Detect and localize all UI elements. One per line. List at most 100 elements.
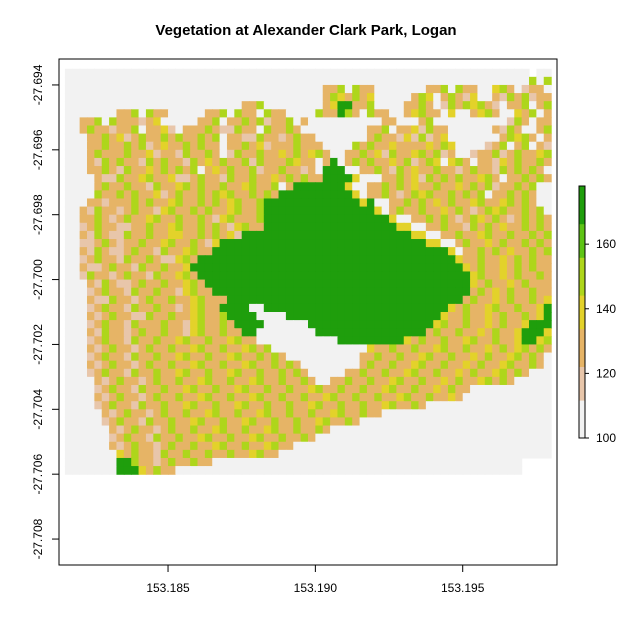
raster-cell xyxy=(182,133,191,143)
raster-cell xyxy=(470,344,479,354)
legend-color-step xyxy=(579,362,585,367)
raster-cell xyxy=(168,263,176,273)
raster-cell xyxy=(145,449,154,459)
raster-cell xyxy=(381,109,390,118)
raster-cell xyxy=(256,449,265,459)
raster-cell xyxy=(101,376,110,386)
raster-cell xyxy=(263,441,272,451)
raster-cell xyxy=(411,279,420,289)
raster-cell xyxy=(514,174,523,183)
raster-cell xyxy=(116,109,125,118)
raster-cell xyxy=(374,376,383,386)
raster-cell xyxy=(315,328,324,337)
raster-cell xyxy=(359,117,368,127)
raster-cell xyxy=(492,441,501,451)
raster-cell xyxy=(418,247,427,256)
raster-cell xyxy=(145,190,154,200)
raster-cell xyxy=(440,425,449,435)
raster-cell xyxy=(197,190,206,200)
raster-cell xyxy=(418,182,427,191)
raster-cell xyxy=(64,360,73,370)
raster-cell xyxy=(182,409,191,419)
raster-cell xyxy=(138,287,147,297)
raster-cell xyxy=(352,230,361,240)
raster-cell xyxy=(484,239,493,248)
raster-cell xyxy=(322,255,331,264)
raster-cell xyxy=(411,174,420,183)
raster-cell xyxy=(337,84,346,94)
raster-cell xyxy=(86,190,95,200)
raster-cell xyxy=(462,222,471,232)
raster-cell xyxy=(462,117,471,127)
raster-cell xyxy=(138,279,147,289)
raster-cell xyxy=(219,166,228,175)
raster-cell xyxy=(403,182,412,191)
raster-cell xyxy=(131,287,140,297)
raster-cell xyxy=(153,312,162,321)
legend-color-step xyxy=(579,223,585,229)
raster-cell xyxy=(86,263,95,273)
raster-cell xyxy=(256,393,265,402)
raster-cell xyxy=(514,384,523,394)
raster-cell xyxy=(204,166,213,175)
raster-cell xyxy=(182,198,191,208)
raster-cell xyxy=(241,328,250,337)
raster-cell xyxy=(440,93,449,102)
raster-cell xyxy=(101,206,110,216)
raster-cell xyxy=(300,433,309,443)
raster-cell xyxy=(123,441,132,451)
raster-cell xyxy=(197,433,206,443)
raster-cell xyxy=(484,247,493,256)
raster-cell xyxy=(271,206,280,216)
raster-cell xyxy=(109,352,118,362)
raster-cell xyxy=(484,352,493,362)
raster-cell xyxy=(322,109,331,118)
raster-cell xyxy=(175,344,184,354)
raster-cell xyxy=(403,417,412,427)
raster-cell xyxy=(396,247,405,256)
raster-cell xyxy=(359,133,368,143)
raster-cell xyxy=(300,360,309,370)
raster-cell xyxy=(344,263,353,273)
y-axis: -27.694-27.696-27.698-27.700-27.702-27.7… xyxy=(31,64,60,559)
raster-cell xyxy=(344,441,353,451)
raster-cell xyxy=(249,360,258,370)
raster-cell xyxy=(79,198,88,208)
raster-cell xyxy=(300,441,309,451)
raster-cell xyxy=(168,117,176,127)
raster-cell xyxy=(418,279,427,289)
raster-cell xyxy=(160,287,169,297)
raster-cell xyxy=(190,255,199,264)
raster-cell xyxy=(308,166,316,175)
raster-cell xyxy=(285,84,294,94)
raster-cell xyxy=(271,295,280,305)
raster-cell xyxy=(256,76,265,86)
raster-cell xyxy=(322,247,331,256)
raster-cell xyxy=(366,271,375,281)
raster-cell xyxy=(352,336,361,346)
raster-cell xyxy=(249,409,258,419)
raster-cell xyxy=(109,393,118,402)
raster-cell xyxy=(190,68,199,78)
raster-cell xyxy=(204,271,213,281)
raster-cell xyxy=(330,271,339,281)
raster-cell xyxy=(308,352,316,362)
raster-cell xyxy=(168,368,176,378)
raster-cell xyxy=(543,417,552,427)
raster-cell xyxy=(182,239,191,248)
raster-cell xyxy=(86,368,95,378)
raster-cell xyxy=(212,247,221,256)
raster-cell xyxy=(226,344,235,354)
raster-cell xyxy=(175,384,184,394)
raster-cell xyxy=(101,157,110,167)
raster-cell xyxy=(109,271,118,281)
raster-cell xyxy=(315,320,324,329)
raster-cell xyxy=(425,222,434,232)
raster-cell xyxy=(72,263,81,273)
raster-cell xyxy=(109,109,118,118)
raster-cell xyxy=(308,149,316,159)
raster-cell xyxy=(418,303,427,313)
raster-cell xyxy=(72,166,81,175)
raster-cell xyxy=(477,222,486,232)
raster-cell xyxy=(197,449,206,459)
